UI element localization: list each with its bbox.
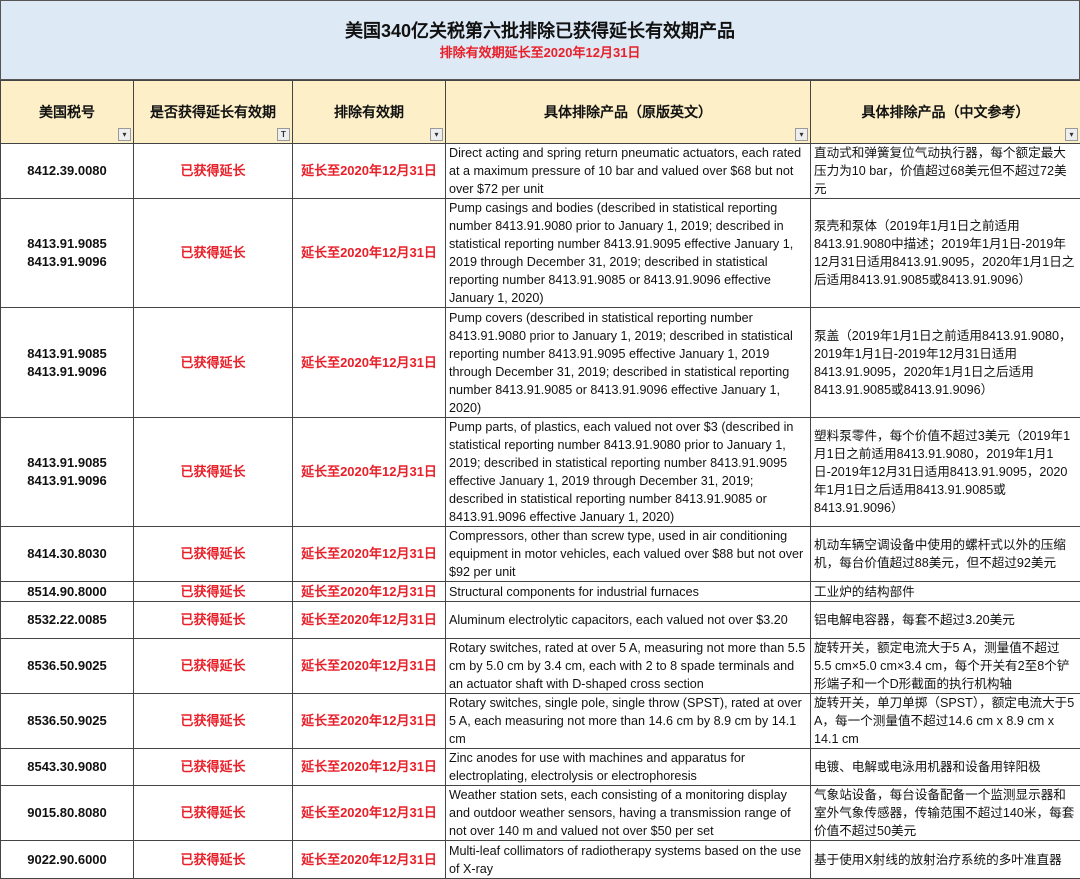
column-header-label: 排除有效期 — [334, 104, 404, 120]
page-title: 美国340亿关税第六批排除已获得延长有效期产品 — [1, 19, 1079, 43]
product-chinese-cell[interactable]: 机动车辆空调设备中使用的螺杆式以外的压缩机，每台价值超过88美元，但不超过92美… — [811, 527, 1080, 582]
product-english-cell[interactable]: Aluminum electrolytic capacitors, each v… — [446, 602, 811, 639]
column-header: 具体排除产品（原版英文） ▾ — [446, 81, 811, 144]
validity-cell[interactable]: 延长至2020年12月31日 — [293, 786, 446, 841]
status-cell[interactable]: 已获得延长 — [134, 786, 293, 841]
product-chinese-cell[interactable]: 泵壳和泵体（2019年1月1日之前适用8413.91.9080中描述；2019年… — [811, 199, 1080, 308]
status-cell[interactable]: 已获得延长 — [134, 639, 293, 694]
product-english-cell[interactable]: Rotary switches, single pole, single thr… — [446, 694, 811, 749]
validity-cell[interactable]: 延长至2020年12月31日 — [293, 199, 446, 308]
tariff-code-cell[interactable]: 8536.50.9025 — [1, 639, 134, 694]
product-english-cell[interactable]: Pump casings and bodies (described in st… — [446, 199, 811, 308]
validity-cell[interactable]: 延长至2020年12月31日 — [293, 418, 446, 527]
column-header-label: 美国税号 — [39, 104, 95, 120]
status-cell[interactable]: 已获得延长 — [134, 418, 293, 527]
product-chinese-cell[interactable]: 电镀、电解或电泳用机器和设备用锌阳极 — [811, 749, 1080, 786]
filter-active-icon[interactable]: T — [277, 128, 290, 141]
validity-cell[interactable]: 延长至2020年12月31日 — [293, 694, 446, 749]
tariff-code-cell[interactable]: 9015.80.8080 — [1, 786, 134, 841]
column-header-label: 具体排除产品（中文参考） — [862, 104, 1030, 120]
dropdown-arrow-icon[interactable]: ▾ — [430, 128, 443, 141]
validity-cell[interactable]: 延长至2020年12月31日 — [293, 749, 446, 786]
column-header-label: 是否获得延长有效期 — [150, 104, 276, 120]
product-chinese-cell[interactable]: 泵盖（2019年1月1日之前适用8413.91.9080，2019年1月1日-2… — [811, 308, 1080, 418]
page-subtitle: 排除有效期延长至2020年12月31日 — [1, 43, 1079, 63]
tariff-code-cell[interactable]: 8413.91.9085 8413.91.9096 — [1, 418, 134, 527]
tariff-code-cell[interactable]: 8532.22.0085 — [1, 602, 134, 639]
column-header: 美国税号 ▾ — [1, 81, 134, 144]
validity-cell[interactable]: 延长至2020年12月31日 — [293, 639, 446, 694]
product-chinese-cell[interactable]: 铝电解电容器，每套不超过3.20美元 — [811, 602, 1080, 639]
tariff-code-cell[interactable]: 8413.91.9085 8413.91.9096 — [1, 308, 134, 418]
product-chinese-cell[interactable]: 塑料泵零件，每个价值不超过3美元（2019年1月1日之前适用8413.91.90… — [811, 418, 1080, 527]
validity-cell[interactable]: 延长至2020年12月31日 — [293, 527, 446, 582]
dropdown-arrow-icon[interactable]: ▾ — [118, 128, 131, 141]
product-chinese-cell[interactable]: 旋转开关，额定电流大于5 A，测量值不超过5.5 cm×5.0 cm×3.4 c… — [811, 639, 1080, 694]
status-cell[interactable]: 已获得延长 — [134, 582, 293, 602]
validity-cell[interactable]: 延长至2020年12月31日 — [293, 144, 446, 199]
tariff-code-cell[interactable]: 8536.50.9025 — [1, 694, 134, 749]
status-cell[interactable]: 已获得延长 — [134, 144, 293, 199]
validity-cell[interactable]: 延长至2020年12月31日 — [293, 308, 446, 418]
status-cell[interactable]: 已获得延长 — [134, 749, 293, 786]
column-header-label: 具体排除产品（原版英文） — [544, 104, 712, 120]
product-english-cell[interactable]: Pump parts, of plastics, each valued not… — [446, 418, 811, 527]
dropdown-arrow-icon[interactable]: ▾ — [1065, 128, 1078, 141]
product-chinese-cell[interactable]: 旋转开关，单刀单掷（SPST），额定电流大于5 A，每一个测量值不超过14.6 … — [811, 694, 1080, 749]
tariff-code-cell[interactable]: 8514.90.8000 — [1, 582, 134, 602]
product-english-cell[interactable]: Structural components for industrial fur… — [446, 582, 811, 602]
column-header: 具体排除产品（中文参考） ▾ — [811, 81, 1080, 144]
product-english-cell[interactable]: Zinc anodes for use with machines and ap… — [446, 749, 811, 786]
tariff-code-cell[interactable]: 8543.30.9080 — [1, 749, 134, 786]
title-banner: 美国340亿关税第六批排除已获得延长有效期产品 排除有效期延长至2020年12月… — [0, 0, 1080, 80]
product-english-cell[interactable]: Pump covers (described in statistical re… — [446, 308, 811, 418]
dropdown-arrow-icon[interactable]: ▾ — [795, 128, 808, 141]
product-english-cell[interactable]: Rotary switches, rated at over 5 A, meas… — [446, 639, 811, 694]
product-english-cell[interactable]: Direct acting and spring return pneumati… — [446, 144, 811, 199]
status-cell[interactable]: 已获得延长 — [134, 308, 293, 418]
tariff-code-cell[interactable]: 8412.39.0080 — [1, 144, 134, 199]
tariff-code-cell[interactable]: 8414.30.8030 — [1, 527, 134, 582]
status-cell[interactable]: 已获得延长 — [134, 527, 293, 582]
product-chinese-cell[interactable]: 工业炉的结构部件 — [811, 582, 1080, 602]
column-header: 排除有效期 ▾ — [293, 81, 446, 144]
tariff-code-cell[interactable]: 8413.91.9085 8413.91.9096 — [1, 199, 134, 308]
status-cell[interactable]: 已获得延长 — [134, 199, 293, 308]
status-cell[interactable]: 已获得延长 — [134, 602, 293, 639]
status-cell[interactable]: 已获得延长 — [134, 694, 293, 749]
product-english-cell[interactable]: Compressors, other than screw type, used… — [446, 527, 811, 582]
product-chinese-cell[interactable]: 直动式和弹簧复位气动执行器，每个额定最大压力为10 bar，价值超过68美元但不… — [811, 144, 1080, 199]
validity-cell[interactable]: 延长至2020年12月31日 — [293, 602, 446, 639]
product-chinese-cell[interactable]: 气象站设备，每台设备配备一个监测显示器和室外气象传感器，传输范围不超过140米，… — [811, 786, 1080, 841]
product-english-cell[interactable]: Weather station sets, each consisting of… — [446, 786, 811, 841]
validity-cell[interactable]: 延长至2020年12月31日 — [293, 582, 446, 602]
